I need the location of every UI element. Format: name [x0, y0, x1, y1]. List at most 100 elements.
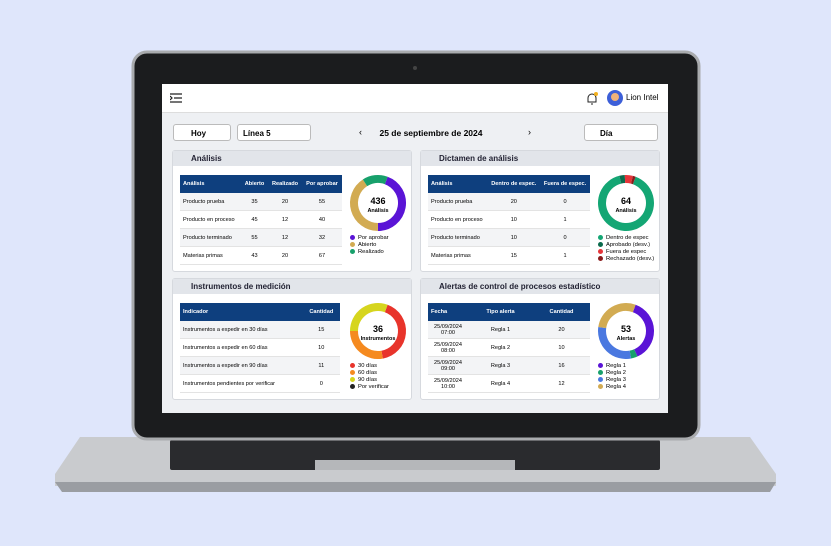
table-cell: 20 — [533, 321, 590, 339]
legend-item: Rechazado (desv.) — [598, 256, 654, 262]
donut-label: Instrumentos — [361, 336, 396, 342]
legend-item: Regla 2 — [598, 370, 626, 376]
legend-swatch — [598, 235, 603, 240]
trackpad — [315, 460, 515, 470]
donut-segment — [598, 175, 654, 231]
table-cell: Regla 3 — [468, 356, 534, 375]
column-header: Análisis — [428, 175, 488, 193]
donut-segment — [632, 304, 654, 357]
today-button[interactable]: Hoy — [173, 124, 231, 141]
column-header: Tipo alerta — [468, 303, 534, 321]
prev-day[interactable]: ‹ — [359, 127, 362, 137]
donut-total: 436 — [370, 196, 385, 206]
table-row: Producto terminado 55 12 32 — [180, 228, 342, 247]
legend-label: Abierto — [358, 242, 377, 249]
donut-label: Análisis — [367, 208, 388, 214]
table-cell: 10 — [302, 338, 340, 357]
table-cell: Producto prueba — [428, 193, 488, 211]
table-cell: 15 — [487, 246, 541, 265]
data-table: Fecha Tipo alerta Cantidad 25/09/2024 07:00… — [428, 303, 590, 393]
legend-swatch — [350, 363, 355, 368]
legend-swatch — [350, 370, 355, 375]
legend-label: 60 días — [358, 370, 378, 377]
donut: 64 Análisis — [598, 175, 654, 231]
donut-segment — [598, 303, 636, 329]
date-label: 25 de septiembre de 2024 — [379, 128, 483, 138]
column-header: Fecha — [428, 303, 468, 321]
column-header: Por aprobar — [302, 175, 342, 193]
column-header: Fuera de espec. — [540, 175, 590, 193]
table-row: Instrumentos a expedir en 90 días 11 — [180, 356, 340, 375]
table-cell: 45 — [240, 210, 269, 229]
donut-label: Análisis — [615, 208, 636, 214]
camera — [413, 66, 417, 70]
donut: 53 Alertas — [598, 303, 654, 359]
legend-swatch — [598, 249, 603, 254]
legend-label: Rechazado (desv.) — [606, 256, 655, 263]
table-row: 25/09/2024 09:00 Regla 3 16 — [428, 356, 590, 375]
table-cell: Materias primas — [180, 246, 241, 265]
panel-title: Dictamen de análisis — [421, 151, 659, 166]
legend-label: 30 días — [358, 363, 378, 370]
table-header: Fecha Tipo alerta Cantidad — [428, 303, 590, 321]
table-cell: Materias primas — [428, 246, 488, 265]
legend-swatch — [598, 242, 603, 247]
table-row: Producto en proceso 45 12 40 — [180, 210, 342, 229]
donut-segment — [362, 175, 388, 187]
table-row: 25/09/2024 10:00 Regla 4 12 — [428, 374, 590, 393]
period-select[interactable]: Día — [584, 124, 658, 141]
donut-segment — [630, 175, 636, 185]
menu-icon[interactable] — [170, 93, 182, 103]
table-cell: 0 — [540, 228, 590, 247]
table-row: Instrumentos a expedir en 60 días 10 — [180, 338, 340, 357]
table-row: Materias primas 15 1 — [428, 246, 590, 265]
table-header: Análisis Dentro de espec. Fuera de espec. — [428, 175, 590, 193]
donut-segment — [381, 304, 406, 359]
column-header: Abierto — [240, 175, 269, 193]
table-header: Indicador Cantidad — [180, 303, 340, 321]
column-header: Análisis — [180, 175, 241, 193]
table-row: Materias primas 43 20 67 — [180, 246, 342, 265]
donut: 436 Análisis — [350, 175, 406, 231]
donut-segment — [350, 303, 388, 332]
table-cell: 10 — [487, 228, 541, 247]
table-cell: 1 — [540, 246, 590, 265]
table-row: Instrumentos a expedir en 30 días 15 — [180, 321, 340, 339]
legend-item: 90 días — [350, 377, 377, 383]
column-header: Dentro de espec. — [487, 175, 541, 193]
table-row: Instrumentos pendientes por verificar 0 — [180, 374, 340, 393]
legend-swatch — [350, 377, 355, 382]
table-cell: Producto terminado — [428, 228, 488, 247]
table-cell: Instrumentos a expedir en 60 días — [180, 338, 303, 357]
table-cell: 0 — [540, 193, 590, 211]
table-row: 25/09/2024 07:00 Regla 1 20 — [428, 321, 590, 339]
table-cell: 25/09/2024 10:00 — [428, 374, 468, 393]
bell-icon[interactable] — [586, 92, 598, 105]
legend-item: Por aprobar — [350, 235, 389, 241]
donut-total: 64 — [621, 196, 631, 206]
table-cell: 25/09/2024 07:00 — [428, 321, 468, 339]
next-day[interactable]: › — [528, 127, 531, 137]
legend-swatch — [598, 370, 603, 375]
topbar: Lion Intel — [162, 84, 668, 113]
table-cell: 12 — [533, 374, 590, 393]
table-cell: Instrumentos pendientes por verificar — [180, 374, 303, 393]
avatar[interactable] — [607, 90, 623, 106]
panel: Dictamen de análisis Análisis Dentro de es… — [420, 150, 660, 272]
laptop-edge — [55, 482, 776, 492]
column-header: Indicador — [180, 303, 303, 321]
legend-label: Regla 1 — [606, 363, 626, 370]
table-cell: Producto prueba — [180, 193, 241, 211]
table-cell: Producto en proceso — [428, 210, 488, 229]
table-cell: 20 — [487, 193, 541, 211]
line-select[interactable]: Línea 5 — [237, 124, 311, 141]
panel-title: Instrumentos de medición — [173, 279, 411, 294]
table-row: Producto prueba 35 20 55 — [180, 193, 342, 211]
legend-item: Por verificar — [350, 384, 389, 390]
legend-item: Dentro de espec — [598, 235, 649, 241]
legend-swatch — [598, 256, 603, 261]
table-cell: Producto terminado — [180, 228, 241, 247]
user-name: Lion Intel — [626, 93, 659, 102]
data-table: Indicador Cantidad Instrumentos a expedir … — [180, 303, 340, 393]
table-cell: 32 — [302, 228, 342, 247]
